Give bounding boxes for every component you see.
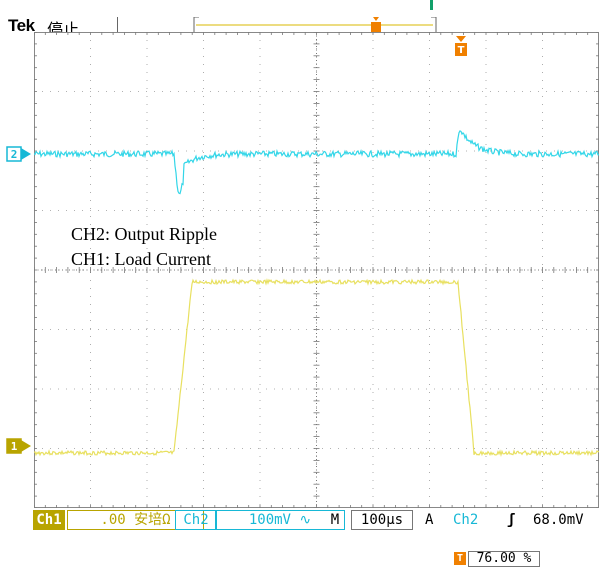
trigger-level[interactable]: 68.0mV bbox=[533, 512, 584, 528]
trigger-position-value: 76.00 % bbox=[468, 551, 540, 567]
ch1-marker-label: 1 bbox=[11, 440, 18, 453]
ch1-waveform bbox=[34, 278, 599, 457]
ch2-waveform bbox=[34, 130, 599, 195]
waveform-area bbox=[34, 130, 599, 457]
ch2-marker-label: 2 bbox=[11, 148, 18, 161]
graticule bbox=[34, 32, 599, 508]
trigger-icon: T bbox=[454, 552, 466, 565]
trigger-slope-icon: ʃ bbox=[507, 512, 516, 528]
ch2-scale[interactable]: 100mV ∿ bbox=[215, 510, 345, 530]
ch1-ground-marker: 1 bbox=[6, 438, 32, 457]
timebase-mode-label: M bbox=[330, 512, 340, 528]
timebase-value[interactable]: 100µs bbox=[351, 510, 413, 530]
trigger-marker: T bbox=[454, 36, 468, 60]
ch2-ground-marker: 2 bbox=[6, 146, 32, 165]
ch1-scale[interactable]: .00 安培Ω bbox=[67, 510, 204, 530]
divider bbox=[117, 17, 118, 33]
annotation-ch1: CH1: Load Current bbox=[71, 249, 211, 269]
top-bar: Tek 停止 bbox=[0, 0, 599, 39]
status-bar: Ch1 .00 安培Ω Ch2 100mV ∿ M 100µs A Ch2 ʃ … bbox=[33, 510, 599, 531]
annotation-ch2: CH2: Output Ripple bbox=[71, 224, 218, 244]
ch1-tag[interactable]: Ch1 bbox=[33, 510, 65, 530]
ch2-tag[interactable]: Ch2 bbox=[175, 510, 217, 530]
trigger-position-indicator bbox=[430, 0, 433, 10]
trigger-marker-label: T bbox=[458, 45, 465, 56]
record-length-bar bbox=[193, 16, 437, 34]
tek-logo: Tek bbox=[8, 16, 35, 35]
trigger-source[interactable]: Ch2 bbox=[453, 512, 479, 528]
trigger-mode-label: A bbox=[425, 512, 434, 528]
oscilloscope-screen: T ◀ bbox=[34, 32, 599, 508]
